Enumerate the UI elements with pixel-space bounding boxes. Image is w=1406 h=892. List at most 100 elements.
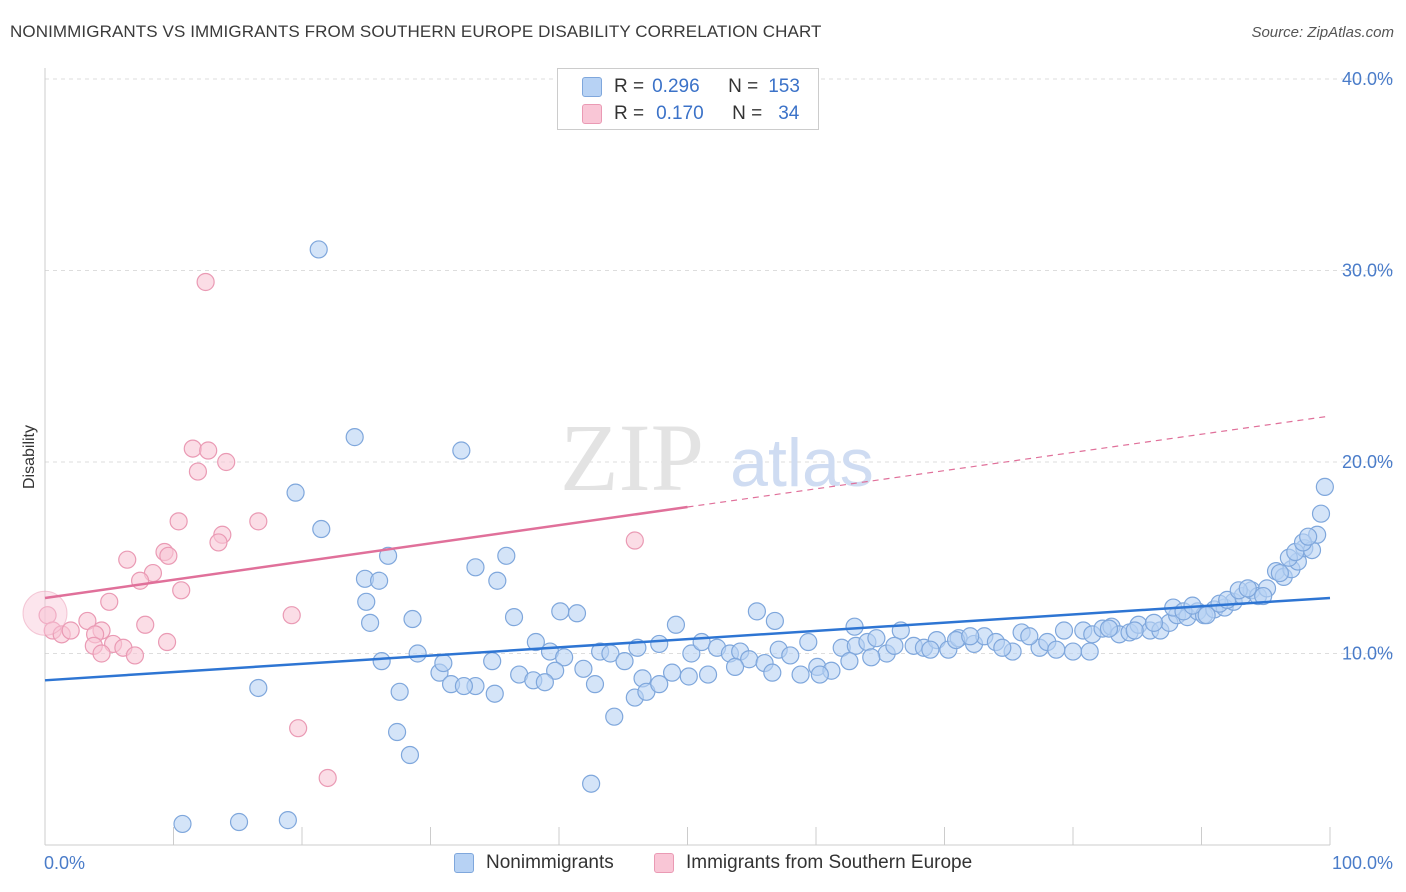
nonimmigrants-point <box>725 657 745 677</box>
legend-n-value: 153 <box>768 76 800 97</box>
legend-swatch-pink <box>582 104 602 124</box>
nonimmigrants-point <box>1315 477 1334 496</box>
nonimmigrants-point <box>692 632 711 652</box>
nonimmigrants-point <box>229 812 249 832</box>
nonimmigrants-point <box>585 675 605 694</box>
legend-swatch-blue <box>454 853 474 873</box>
immigrants-point <box>209 533 228 552</box>
stats-legend: R = 0.296 N = 153 R = 0.170 N = 34 <box>557 68 819 130</box>
immigrants-point <box>183 439 202 458</box>
nonimmigrants-point <box>765 611 784 631</box>
nonimmigrants-point <box>1270 563 1289 583</box>
nonimmigrants-point <box>615 652 634 671</box>
nonimmigrants-point <box>791 665 810 684</box>
y-tick-label: 30.0% <box>1342 261 1393 281</box>
nonimmigrants-point <box>488 571 507 590</box>
nonimmigrants-point <box>1080 642 1099 661</box>
nonimmigrants-point <box>551 602 570 621</box>
nonimmigrants-point <box>357 592 376 611</box>
trend-layer <box>44 415 1331 682</box>
nonimmigrants-point <box>555 648 574 667</box>
y-tick-label: 10.0% <box>1342 644 1393 664</box>
nonimmigrants-point <box>1238 579 1257 598</box>
y-axis-label: Disability <box>21 425 38 489</box>
nonimmigrants-point <box>921 640 940 659</box>
immigrants-point <box>289 719 308 738</box>
nonimmigrants-point <box>1047 640 1066 659</box>
nonimmigrants-point <box>309 240 328 259</box>
nonimmigrants-point <box>390 682 409 701</box>
watermark-zip: ZIP <box>560 404 704 511</box>
nonimmigrants-point <box>345 428 364 447</box>
nonimmigrants-point <box>605 707 624 726</box>
nonimmigrants-point <box>698 665 718 684</box>
nonimmigrants-point <box>173 814 192 834</box>
nonimmigrants-point <box>1054 621 1074 640</box>
immigrants-point <box>78 611 97 631</box>
immigrants-point <box>282 606 301 625</box>
nonimmigrants-point <box>370 571 389 590</box>
nonimmigrants-point <box>845 617 864 636</box>
legend-item-nonimmigrants: Nonimmigrants <box>454 852 614 874</box>
nonimmigrants-point <box>535 673 554 692</box>
nonimmigrants-point <box>582 774 601 793</box>
nonimmigrants-point <box>650 634 669 654</box>
immigrants-point <box>196 272 215 292</box>
nonimmigrants-point <box>567 604 587 623</box>
nonimmigrants-point <box>497 546 516 565</box>
nonimmigrants-point <box>993 638 1012 657</box>
points-layer <box>22 240 1334 834</box>
nonimmigrants-point <box>378 546 398 565</box>
legend-n-label: N = <box>728 76 759 97</box>
legend-item-label: Immigrants from Southern Europe <box>686 852 973 873</box>
legend-r-label: R = <box>614 103 645 124</box>
nonimmigrants-point <box>840 652 859 671</box>
nonimmigrants-point <box>1125 621 1144 640</box>
nonimmigrants-point <box>466 558 485 577</box>
nonimmigrants-point <box>747 602 766 621</box>
axes-layer <box>44 68 1331 846</box>
immigrants-point <box>169 512 188 531</box>
nonimmigrants-point <box>403 609 422 629</box>
nonimmigrants-point <box>278 811 297 830</box>
nonimmigrants-point <box>862 648 881 667</box>
nonimmigrants-point <box>810 665 829 684</box>
nonimmigrants-point <box>504 608 524 627</box>
legend-r-value: 0.296 <box>652 76 700 97</box>
immigrants-point <box>217 452 236 472</box>
immigrants-point <box>61 621 80 640</box>
immigrants-point <box>172 581 191 600</box>
immigrants-point <box>92 644 111 663</box>
nonimmigrants-point <box>286 483 305 502</box>
immigrants-point <box>125 646 145 665</box>
nonimmigrants-point <box>361 613 380 632</box>
immigrants-point <box>318 768 337 788</box>
nonimmigrants-point <box>312 519 331 539</box>
immigrants-point <box>100 592 119 611</box>
grid-layer <box>45 78 1395 654</box>
legend-row-nonimmigrants: R = 0.296 N = 153 <box>582 75 800 99</box>
nonimmigrants-point <box>650 675 669 694</box>
nonimmigrants-point <box>867 629 886 648</box>
watermark: ZIP atlas <box>560 404 874 511</box>
nonimmigrants-point <box>885 636 904 655</box>
nonimmigrants-point <box>1020 627 1039 646</box>
legend-n-value: 34 <box>778 103 800 124</box>
immigrants-point <box>118 550 137 569</box>
nonimmigrants-point <box>408 644 427 663</box>
nonimmigrants-point <box>1311 504 1331 523</box>
immigrants-point <box>130 571 150 590</box>
immigrants-point <box>188 462 208 481</box>
labels-layer: 10.0% 20.0% 30.0% 40.0% 0.0% 100.0% Disability <box>21 69 1393 873</box>
nonimmigrants-point <box>1099 619 1119 638</box>
nonimmigrants-point <box>763 663 782 682</box>
nonimmigrants-point <box>546 661 565 680</box>
nonimmigrants-point <box>526 632 545 652</box>
source-label: Source: ZipAtlas.com <box>1251 24 1394 41</box>
legend-swatch-pink <box>654 853 674 873</box>
legend-swatch-blue <box>582 77 602 97</box>
legend-row-immigrants: R = 0.170 N = 34 <box>582 102 799 126</box>
nonimmigrants-point <box>1144 613 1164 632</box>
nonimmigrants-point <box>434 653 453 673</box>
